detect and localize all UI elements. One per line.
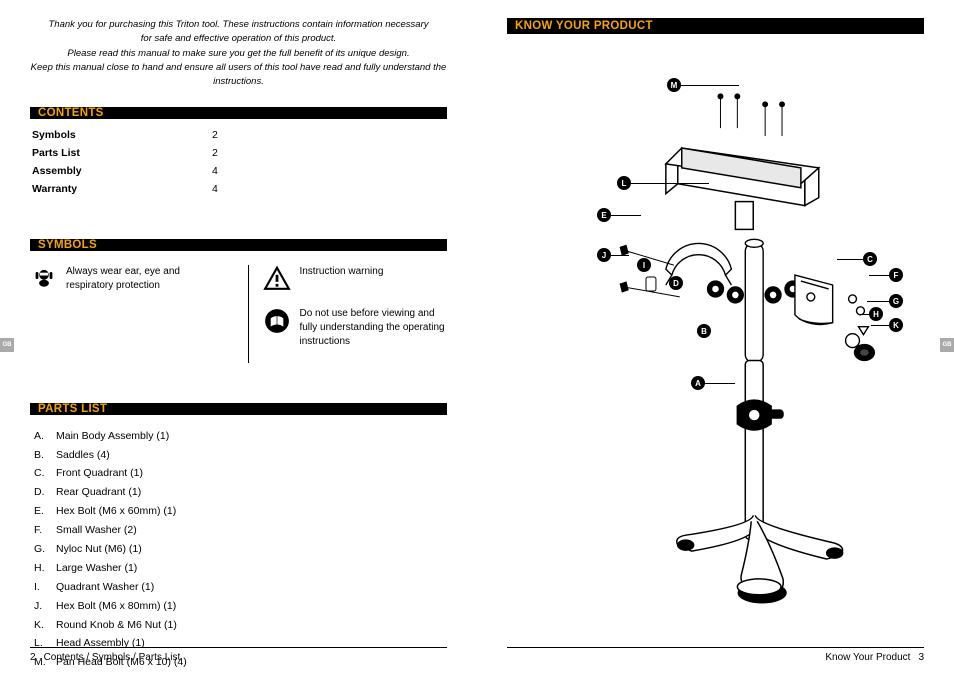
part-row: C.Front Quadrant (1) <box>34 464 447 483</box>
callout-k: K <box>889 318 903 332</box>
callout-m: M <box>667 78 681 92</box>
exploded-diagram: M L E J I D B A CFGHK <box>507 46 924 663</box>
contents-row: Symbols2 <box>32 127 447 145</box>
manual-icon <box>263 307 291 335</box>
footer-right: Know Your Product 3 <box>507 647 924 663</box>
callout-i: I <box>637 258 651 272</box>
contents-row: Parts List2 <box>32 145 447 163</box>
symbol-warning-text: Instruction warning <box>299 265 383 279</box>
lead-line <box>631 183 709 184</box>
warning-icon <box>263 265 291 293</box>
page-number-right: 3 <box>918 652 924 663</box>
lead-line <box>867 301 889 302</box>
heading-symbols: SYMBOLS <box>30 239 447 251</box>
callout-b: B <box>697 324 711 338</box>
callout-j: J <box>597 248 611 262</box>
symbols-col-right: Instruction warning Do not use before vi… <box>248 265 447 363</box>
heading-symbols-label: SYMBOLS <box>30 239 105 251</box>
callout-l: L <box>617 176 631 190</box>
footer-right-text: Know Your Product <box>825 652 910 663</box>
footer-left-text: Contents / Symbols / Parts List <box>44 652 181 663</box>
contents-list: Symbols2 Parts List2 Assembly4 Warranty4 <box>32 127 447 198</box>
lead-line <box>871 325 889 326</box>
page-left: GB Thank you for purchasing this Triton … <box>0 0 477 675</box>
part-row: I.Quadrant Washer (1) <box>34 578 447 597</box>
lead-line <box>611 215 641 216</box>
heading-know-label: KNOW YOUR PRODUCT <box>507 20 661 32</box>
part-row: K.Round Knob & M6 Nut (1) <box>34 616 447 635</box>
callout-a: A <box>691 376 705 390</box>
symbols-col-left: Always wear ear, eye and respiratory pro… <box>30 265 228 363</box>
page-right: GB KNOW YOUR PRODUCT <box>477 0 954 675</box>
symbol-ppe: Always wear ear, eye and respiratory pro… <box>30 265 214 293</box>
callout-f: F <box>889 268 903 282</box>
callout-e: E <box>597 208 611 222</box>
lead-line <box>705 383 735 384</box>
intro-l1: Thank you for purchasing this Triton too… <box>30 18 447 32</box>
intro-l3: Please read this manual to make sure you… <box>30 47 447 61</box>
callout-d: D <box>669 276 683 290</box>
symbol-ppe-text: Always wear ear, eye and respiratory pro… <box>66 265 214 293</box>
lead-line <box>611 255 629 256</box>
product-drawing <box>507 46 924 663</box>
callout-c: C <box>863 252 877 266</box>
contents-row: Warranty4 <box>32 181 447 199</box>
symbols-body: Always wear ear, eye and respiratory pro… <box>30 265 447 363</box>
contents-row: Assembly4 <box>32 163 447 181</box>
part-row: J.Hex Bolt (M6 x 80mm) (1) <box>34 597 447 616</box>
part-row: B.Saddles (4) <box>34 446 447 465</box>
lead-line <box>681 85 739 86</box>
heading-know: KNOW YOUR PRODUCT <box>507 18 924 34</box>
footer-left: 2 Contents / Symbols / Parts List <box>30 647 447 663</box>
edge-tab-right: GB <box>940 338 954 352</box>
symbol-warning: Instruction warning <box>263 265 447 293</box>
lead-line <box>837 259 863 260</box>
symbol-manual-text: Do not use before viewing and fully unde… <box>299 307 447 349</box>
intro-l2: for safe and effective operation of this… <box>30 32 447 46</box>
page-number-left: 2 <box>30 652 36 663</box>
symbol-manual: Do not use before viewing and fully unde… <box>263 307 447 349</box>
part-row: H.Large Washer (1) <box>34 559 447 578</box>
heading-contents-label: CONTENTS <box>30 107 112 119</box>
callout-g: G <box>889 294 903 308</box>
callout-h: H <box>869 307 883 321</box>
part-row: D.Rear Quadrant (1) <box>34 483 447 502</box>
heading-parts-label: PARTS LIST <box>30 403 115 415</box>
part-row: F.Small Washer (2) <box>34 521 447 540</box>
heading-parts: PARTS LIST <box>30 403 447 415</box>
parts-list: A.Main Body Assembly (1) B.Saddles (4) C… <box>34 427 447 673</box>
heading-contents: CONTENTS <box>30 107 447 119</box>
part-row: A.Main Body Assembly (1) <box>34 427 447 446</box>
ppe-icon <box>30 265 58 293</box>
edge-tab-left: GB <box>0 338 14 352</box>
part-row: G.Nyloc Nut (M6) (1) <box>34 540 447 559</box>
intro-l4: Keep this manual close to hand and ensur… <box>30 61 447 90</box>
intro-text: Thank you for purchasing this Triton too… <box>30 18 447 89</box>
part-row: E.Hex Bolt (M6 x 60mm) (1) <box>34 502 447 521</box>
lead-line <box>869 275 889 276</box>
